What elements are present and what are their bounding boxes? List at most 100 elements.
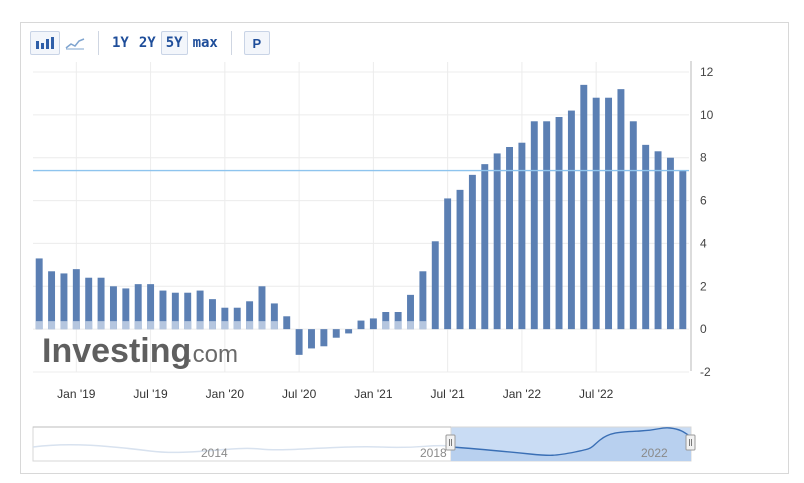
bar-base-fade: [159, 321, 167, 330]
range-5y-button[interactable]: 5Y: [160, 31, 188, 55]
x-tick-label: Jul '19: [133, 387, 168, 401]
bar-base-fade: [233, 321, 241, 330]
bar[interactable]: [468, 174, 476, 330]
toolbar-separator: [230, 31, 232, 55]
bar[interactable]: [407, 294, 414, 330]
range-1y-button[interactable]: 1Y: [112, 35, 129, 51]
bar[interactable]: [642, 144, 650, 330]
bar[interactable]: [382, 312, 390, 330]
grid-lines: [33, 62, 689, 373]
navigator-right-handle[interactable]: [685, 434, 696, 451]
bar[interactable]: [456, 189, 464, 330]
bar-base-fade: [184, 321, 192, 330]
bar-base-fade: [85, 321, 93, 330]
bar[interactable]: [85, 277, 93, 330]
bar[interactable]: [35, 258, 43, 330]
range-2y-button[interactable]: 2Y: [138, 35, 156, 51]
bar[interactable]: [196, 290, 204, 330]
y-tick-label: 2: [700, 279, 707, 293]
bar-base-fade: [382, 321, 390, 330]
bar[interactable]: [666, 157, 674, 330]
y-tick-label: -2: [700, 365, 711, 379]
bar[interactable]: [72, 269, 80, 330]
bar[interactable]: [394, 312, 402, 330]
bar[interactable]: [221, 307, 229, 330]
x-tick-label: Jan '22: [503, 387, 542, 401]
chart-toolbar: 1Y 2Y 5Y max P: [30, 29, 270, 57]
y-tick-label: 12: [700, 65, 714, 79]
bar[interactable]: [369, 318, 377, 330]
bar[interactable]: [258, 286, 266, 330]
bar-base-fade: [147, 321, 155, 330]
bar[interactable]: [654, 151, 662, 330]
bar[interactable]: [481, 164, 489, 330]
bar[interactable]: [171, 292, 179, 330]
bar[interactable]: [332, 329, 340, 338]
bar-chart-icon[interactable]: [30, 31, 60, 55]
bar-series: [35, 84, 687, 355]
bar-base-fade: [196, 321, 204, 330]
x-tick-label: Jan '21: [354, 387, 393, 401]
bar[interactable]: [444, 198, 452, 330]
bar[interactable]: [270, 303, 278, 330]
navigator-label-2022: 2022: [641, 446, 668, 460]
bar[interactable]: [283, 316, 291, 330]
bar[interactable]: [48, 271, 56, 330]
watermark-suffix: .com: [186, 341, 238, 368]
bar[interactable]: [159, 290, 167, 330]
y-tick-label: 6: [700, 194, 707, 208]
range-max-button[interactable]: max: [192, 35, 218, 51]
line-chart-icon[interactable]: [60, 31, 90, 55]
bar[interactable]: [506, 147, 513, 330]
bar[interactable]: [493, 153, 501, 330]
toolbar-separator: [98, 31, 99, 55]
bar[interactable]: [295, 329, 303, 355]
x-tick-label: Jul '21: [430, 387, 465, 401]
bar[interactable]: [60, 273, 68, 330]
bar-base-fade: [258, 321, 266, 330]
bar[interactable]: [555, 117, 563, 330]
bar[interactable]: [605, 97, 613, 330]
bar[interactable]: [592, 97, 600, 330]
bar[interactable]: [109, 286, 117, 330]
bar-base-fade: [394, 321, 402, 330]
watermark-brand: Investing: [42, 332, 191, 370]
x-tick-label: Jul '22: [579, 387, 614, 401]
bar-base-fade: [35, 321, 43, 330]
bar-base-fade: [60, 321, 68, 330]
bar[interactable]: [518, 142, 526, 330]
bar[interactable]: [122, 288, 130, 330]
bar-base-fade: [134, 321, 142, 330]
bar[interactable]: [543, 121, 551, 330]
bar[interactable]: [308, 329, 315, 349]
y-tick-label: 4: [700, 236, 707, 250]
bar[interactable]: [134, 284, 142, 330]
bar[interactable]: [97, 277, 105, 330]
navigator-label-2018: 2018: [420, 446, 447, 460]
navigator[interactable]: 2014 2018 2022: [32, 426, 696, 462]
bar[interactable]: [530, 121, 538, 330]
navigator-label-2014: 2014: [201, 446, 228, 460]
bar[interactable]: [357, 320, 365, 330]
x-tick-label: Jan '20: [206, 387, 245, 401]
bar[interactable]: [233, 307, 241, 330]
bar[interactable]: [679, 170, 687, 330]
bar[interactable]: [567, 110, 575, 330]
bar[interactable]: [431, 241, 439, 330]
p-button[interactable]: P: [243, 31, 270, 55]
navigator-left-handle[interactable]: [445, 434, 456, 451]
bar[interactable]: [617, 89, 625, 330]
watermark: Investing .com: [42, 332, 238, 370]
bar[interactable]: [147, 284, 155, 330]
bar-base-fade: [109, 321, 117, 330]
bar[interactable]: [419, 271, 427, 330]
bar[interactable]: [320, 329, 328, 347]
x-tick-label: Jan '19: [57, 387, 96, 401]
bar[interactable]: [629, 121, 637, 330]
bar-base-fade: [48, 321, 56, 330]
bar[interactable]: [246, 301, 254, 330]
bar[interactable]: [184, 292, 192, 330]
bar[interactable]: [580, 84, 588, 330]
bar[interactable]: [345, 329, 353, 334]
bar[interactable]: [209, 299, 216, 330]
